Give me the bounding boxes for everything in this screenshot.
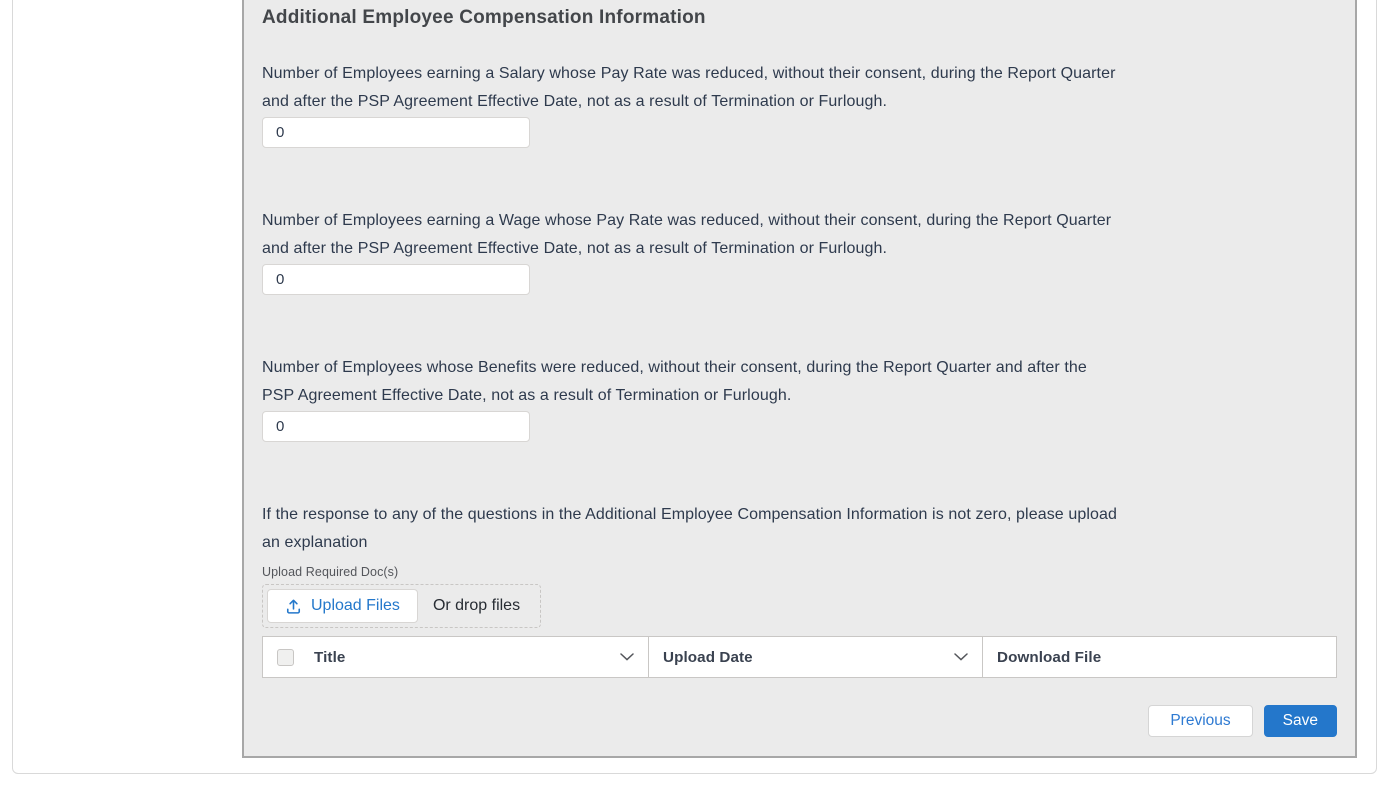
upload-prompt: If the response to any of the questions …: [262, 506, 1117, 551]
question-text-benefits: Number of Employees whose Benefits were …: [262, 359, 1087, 404]
content-card: Additional Employee Compensation Informa…: [12, 0, 1377, 774]
salary-reduced-count-input[interactable]: [262, 117, 530, 148]
question-text-wage: Number of Employees earning a Wage whose…: [262, 212, 1112, 257]
column-label-download-file: Download File: [997, 648, 1102, 666]
question-group-wage: Number of Employees earning a Wage whose…: [262, 207, 1337, 295]
form-actions: Previous Save: [262, 705, 1337, 737]
benefits-reduced-count-input[interactable]: [262, 411, 530, 442]
upload-icon: [285, 598, 302, 615]
file-dropzone[interactable]: Upload Files Or drop files: [262, 584, 542, 628]
column-label-upload-date: Upload Date: [663, 648, 753, 666]
column-header-download-file[interactable]: Download File: [983, 637, 1336, 677]
upload-section: If the response to any of the questions …: [262, 501, 1337, 737]
wage-reduced-count-input[interactable]: [262, 264, 530, 295]
page-title: Additional Employee Compensation Informa…: [262, 7, 706, 28]
chevron-down-icon[interactable]: [946, 653, 968, 661]
question-text-salary: Number of Employees earning a Salary who…: [262, 65, 1116, 110]
question-group-benefits: Number of Employees whose Benefits were …: [262, 354, 1337, 442]
previous-button[interactable]: Previous: [1148, 705, 1253, 737]
upload-files-button[interactable]: Upload Files: [267, 589, 418, 623]
upload-files-button-label: Upload Files: [311, 597, 400, 614]
column-header-upload-date[interactable]: Upload Date: [649, 637, 983, 677]
column-label-title: Title: [314, 648, 346, 666]
select-all-checkbox[interactable]: [277, 648, 294, 666]
files-table-header: Title Upload Date Download File: [262, 636, 1337, 678]
compensation-form-panel: Additional Employee Compensation Informa…: [242, 0, 1357, 758]
save-button[interactable]: Save: [1263, 705, 1337, 737]
column-header-title[interactable]: Title: [263, 637, 649, 677]
question-group-salary: Number of Employees earning a Salary who…: [262, 60, 1337, 148]
drop-files-text: Or drop files: [432, 597, 521, 614]
upload-doc-label: Upload Required Doc(s): [262, 565, 399, 579]
chevron-down-icon[interactable]: [612, 653, 634, 661]
